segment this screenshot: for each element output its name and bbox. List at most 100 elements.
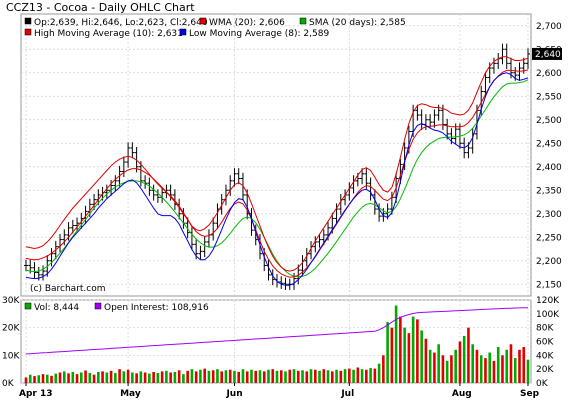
ohlc-bar (334, 203, 339, 225)
volume-right-tick-label: 100K (536, 310, 560, 320)
price-y-tick-label: 2,500 (536, 116, 562, 126)
volume-bar (160, 371, 164, 383)
chart-title: CCZ13 - Cocoa - Daily OHLC Chart (6, 1, 195, 14)
ohlc-bar (130, 142, 135, 159)
volume-bar (296, 370, 300, 383)
volume-bar (71, 371, 75, 383)
last-value-box (532, 47, 562, 60)
volume-bar (250, 369, 253, 383)
volume-bar (522, 347, 526, 383)
ohlc-bar (185, 217, 190, 239)
volume-bar (377, 363, 381, 383)
volume-bar (420, 330, 423, 383)
ohlc-bar (428, 114, 433, 128)
price-legend-label: Low Moving Average (8): 2,589 (189, 29, 329, 39)
volume-bar (156, 373, 160, 383)
ohlc-bar (372, 189, 377, 215)
ohlc-bar (360, 168, 365, 185)
sma-20-line (25, 79, 529, 278)
price-y-tick-label: 2,150 (536, 280, 562, 290)
volume-bar (390, 327, 394, 383)
ohlc-bar (168, 184, 173, 201)
volume-bar (224, 370, 228, 383)
ohlc-bar (104, 184, 109, 199)
volume-bar (24, 377, 28, 383)
volume-bar (399, 316, 402, 383)
volume-bar (479, 355, 483, 383)
volume-bar (75, 374, 79, 383)
ohlc-bar (491, 57, 496, 74)
ohlc-bar (147, 177, 152, 196)
volume-bar (211, 370, 215, 383)
volume-bar (403, 327, 406, 383)
volume-bar (101, 371, 104, 383)
volume-bar (416, 319, 419, 383)
volume-bar (186, 370, 189, 383)
x-tick-label: Aug (452, 389, 472, 399)
price-y-tick-label: 2,350 (536, 186, 562, 196)
price-panel: 2,150 2,200 2,250 2,300 2,350 2,400 2,450 2,500… (20, 13, 562, 297)
low-ma-8-line (25, 72, 529, 286)
ohlc-bar (211, 217, 216, 241)
volume-bar (326, 370, 330, 383)
volume-bar (241, 369, 245, 383)
volume-bar (58, 372, 62, 383)
x-tick-label: Jun (225, 389, 242, 399)
ohlc-bar (41, 265, 46, 281)
price-y-tick-label: 2,450 (536, 139, 562, 149)
volume-bar (318, 370, 321, 383)
volume-bar (245, 371, 249, 383)
volume-right-tick-label: 0K (536, 379, 549, 389)
volume-left-tick-label: 10K (2, 351, 20, 361)
volume-bar (518, 349, 521, 383)
ohlc-bar (415, 104, 420, 121)
volume-bar (411, 316, 415, 383)
ohlc-bar (121, 156, 126, 178)
volume-bar (54, 373, 58, 383)
ohlc-bar (24, 259, 28, 272)
volume-bar (292, 369, 296, 383)
volume-bar (509, 344, 513, 383)
volume-bar (207, 370, 211, 383)
volume-bar (394, 305, 398, 383)
wma-20-line (25, 69, 529, 278)
volume-bar (122, 371, 126, 383)
volume-bar (182, 374, 185, 383)
volume-right-tick-label: 60K (536, 338, 554, 348)
ohlc-bar (313, 236, 318, 253)
price-y-tick-label: 2,550 (536, 92, 562, 102)
price-legend-swatch (24, 28, 32, 36)
price-y-tick-label: 2,250 (536, 233, 562, 243)
volume-bar (194, 371, 198, 383)
price-y-tick-label: 2,400 (536, 163, 562, 173)
volume-bar (169, 372, 172, 383)
volume-bar (216, 369, 219, 383)
volume-bar (501, 355, 504, 383)
ohlc-bar (49, 248, 54, 267)
volume-bar (152, 371, 155, 383)
x-tick-label: May (120, 389, 141, 399)
volume-bar (301, 370, 304, 383)
volume-legend-swatch (94, 302, 102, 310)
ohlc-bar (92, 194, 97, 210)
ohlc-bar (385, 203, 390, 220)
volume-bar (305, 371, 309, 383)
volume-bar (488, 352, 492, 383)
volume-left-tick-label: 0K (2, 379, 15, 389)
volume-bar (339, 370, 343, 383)
volume-bar (237, 371, 241, 383)
volume-bar (118, 369, 121, 383)
volume-bar (356, 367, 360, 383)
volume-bar (365, 369, 368, 383)
volume-bar (126, 369, 130, 383)
volume-bar (458, 341, 462, 383)
volume-right-tick-label: 120K (536, 296, 560, 306)
volume-bar (88, 373, 92, 383)
price-legend-label: WMA (20): 2,606 (209, 18, 285, 28)
price-legend-label: SMA (20 days): 2,585 (309, 18, 406, 28)
volume-bar (139, 371, 143, 383)
volume-bar (258, 370, 262, 383)
volume-bar (220, 371, 223, 383)
ohlc-bar (240, 172, 245, 201)
ohlc-bar (283, 277, 288, 290)
